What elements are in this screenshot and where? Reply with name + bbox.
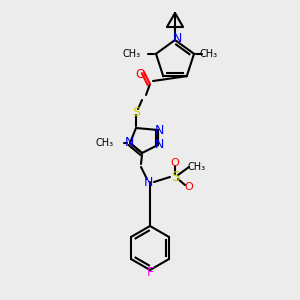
Text: O: O	[171, 158, 179, 168]
Text: CH₃: CH₃	[123, 49, 141, 59]
Text: CH₃: CH₃	[200, 49, 218, 59]
Text: O: O	[184, 182, 194, 192]
Text: S: S	[132, 106, 140, 118]
Text: N: N	[172, 32, 182, 44]
Text: S: S	[171, 170, 179, 184]
Text: CH₃: CH₃	[96, 138, 114, 148]
Text: O: O	[135, 68, 145, 80]
Text: N: N	[143, 176, 153, 188]
Text: N: N	[154, 139, 164, 152]
Text: F: F	[146, 266, 154, 278]
Text: CH₃: CH₃	[188, 162, 206, 172]
Text: N: N	[154, 124, 164, 136]
Text: N: N	[124, 136, 134, 149]
